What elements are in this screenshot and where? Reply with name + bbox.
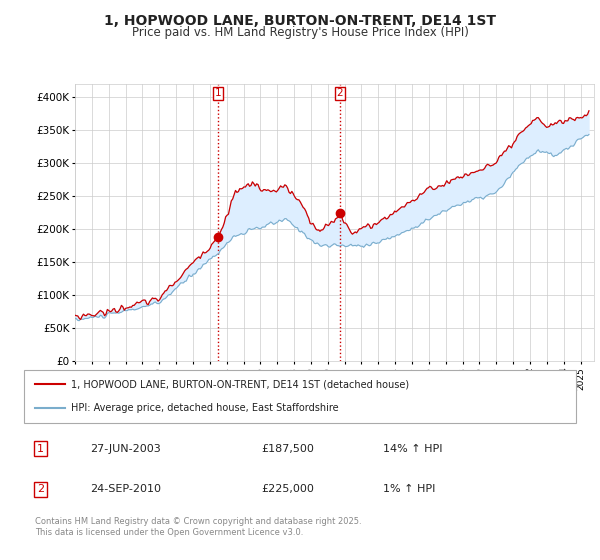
Text: 2: 2 bbox=[337, 88, 343, 98]
Text: 1, HOPWOOD LANE, BURTON-ON-TRENT, DE14 1ST: 1, HOPWOOD LANE, BURTON-ON-TRENT, DE14 1… bbox=[104, 14, 496, 28]
Text: 1: 1 bbox=[37, 444, 44, 454]
Text: 24-SEP-2010: 24-SEP-2010 bbox=[90, 484, 161, 494]
Text: Price paid vs. HM Land Registry's House Price Index (HPI): Price paid vs. HM Land Registry's House … bbox=[131, 26, 469, 39]
Text: 14% ↑ HPI: 14% ↑ HPI bbox=[383, 444, 442, 454]
FancyBboxPatch shape bbox=[24, 370, 576, 423]
Text: 2: 2 bbox=[37, 484, 44, 494]
Text: £187,500: £187,500 bbox=[262, 444, 314, 454]
Text: HPI: Average price, detached house, East Staffordshire: HPI: Average price, detached house, East… bbox=[71, 403, 338, 413]
Text: 1: 1 bbox=[215, 88, 221, 98]
Text: 1, HOPWOOD LANE, BURTON-ON-TRENT, DE14 1ST (detached house): 1, HOPWOOD LANE, BURTON-ON-TRENT, DE14 1… bbox=[71, 380, 409, 390]
Text: 27-JUN-2003: 27-JUN-2003 bbox=[90, 444, 161, 454]
Text: Contains HM Land Registry data © Crown copyright and database right 2025.
This d: Contains HM Land Registry data © Crown c… bbox=[35, 517, 362, 536]
Text: £225,000: £225,000 bbox=[262, 484, 314, 494]
Text: 1% ↑ HPI: 1% ↑ HPI bbox=[383, 484, 435, 494]
